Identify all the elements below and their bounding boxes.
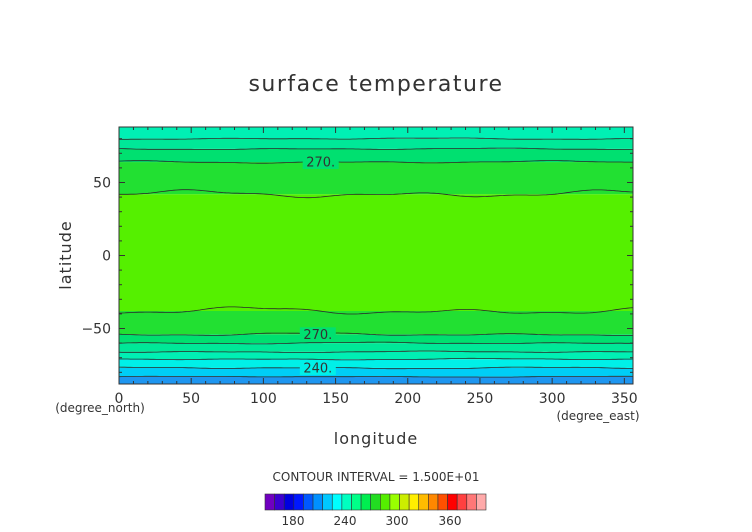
colorbar-cell — [437, 493, 448, 511]
contour-label-bg — [299, 360, 336, 375]
colorbar-cell — [476, 493, 487, 511]
contour-label: 270. — [306, 156, 335, 171]
colorbar-cell — [303, 493, 314, 511]
colorbar-cell — [380, 493, 391, 511]
contour-label-bg — [302, 155, 339, 170]
colorbar-cell — [331, 493, 343, 511]
colorbar-cell — [360, 493, 371, 511]
contour-line — [118, 306, 634, 315]
y-tick-labels: −50 0 50 — [81, 175, 111, 337]
colorbar-cell — [283, 493, 295, 511]
plot-area: 270. 270. 240. — [118, 126, 634, 385]
contour-label: 240. — [303, 361, 332, 376]
contour-line — [118, 366, 633, 370]
temperature-band — [119, 351, 633, 360]
contour-line — [118, 350, 633, 353]
x-units-label: (degree_east) — [556, 409, 639, 423]
colorbar-tick-label: 240 — [334, 514, 357, 528]
contour-line — [119, 189, 634, 199]
colorbar-cell — [408, 493, 420, 511]
contour-line — [119, 357, 634, 361]
colorbar-cell — [351, 493, 362, 511]
colorbar-cell — [322, 493, 333, 511]
x-tick-label: 100 — [250, 391, 277, 407]
temperature-band — [119, 376, 633, 384]
temperature-band — [119, 367, 633, 377]
colorbar-cell — [399, 493, 410, 511]
temperature-band — [119, 343, 633, 352]
contour-labels: 270. 270. 240. — [299, 155, 339, 376]
temperature-band — [119, 162, 633, 195]
x-tick-label: 250 — [467, 391, 494, 407]
y-tick-label: 50 — [93, 175, 111, 191]
colorbar-cell — [274, 493, 285, 511]
colorbar-cell — [293, 493, 304, 511]
temperature-band — [119, 138, 633, 149]
colorbar-tick-labels: 180 240 300 360 — [282, 514, 462, 528]
x-tick-label: 0 — [115, 391, 124, 407]
temperature-band — [119, 334, 633, 344]
colorbar-cell — [341, 493, 352, 511]
y-tick-label: −50 — [81, 322, 111, 338]
colorbar-cell — [447, 493, 458, 511]
colorbar-cell — [418, 493, 429, 511]
temperature-bands — [119, 127, 633, 384]
axis-ticks — [118, 127, 633, 384]
colorbar-tick-label: 180 — [282, 514, 305, 528]
colorbar-cell — [456, 493, 468, 511]
x-tick-label: 350 — [611, 391, 638, 407]
contour-label: 270. — [303, 328, 332, 343]
contour-line — [118, 160, 634, 164]
temperature-band — [119, 148, 633, 163]
temperature-band — [119, 359, 633, 368]
colorbar-cell — [466, 493, 477, 511]
x-tick-labels: 0 50 100 150 200 250 300 350 — [115, 391, 638, 407]
contour-lines — [118, 137, 634, 378]
colorbar-cell — [428, 493, 439, 511]
colorbar-cell — [370, 493, 381, 511]
x-axis-label: longitude — [334, 429, 418, 448]
x-tick-label: 150 — [322, 391, 349, 407]
colorbar-tick-label: 360 — [439, 514, 462, 528]
contour-line — [118, 332, 634, 336]
colorbar-cell — [264, 493, 275, 511]
y-tick-label: 0 — [102, 249, 111, 265]
y-axis-label: latitude — [56, 220, 75, 289]
x-tick-label: 300 — [539, 391, 566, 407]
colorbar-cell — [389, 493, 400, 511]
x-tick-label: 200 — [394, 391, 421, 407]
chart-title: surface temperature — [248, 72, 503, 97]
temperature-band — [119, 310, 633, 335]
x-tick-label: 50 — [182, 391, 200, 407]
y-units-label: (degree_north) — [55, 401, 145, 415]
colorbar — [264, 493, 487, 511]
colorbar-cell — [312, 493, 323, 511]
contour-line — [118, 147, 633, 150]
contour-interval-text: CONTOUR INTERVAL = 1.500E+01 — [273, 470, 480, 484]
colorbar-tick-label: 300 — [386, 514, 409, 528]
contour-line — [118, 375, 634, 378]
temperature-band — [119, 194, 633, 311]
contour-label-bg — [299, 327, 336, 342]
temperature-band — [119, 127, 633, 139]
contour-line — [119, 137, 633, 140]
contour-line — [118, 341, 633, 345]
